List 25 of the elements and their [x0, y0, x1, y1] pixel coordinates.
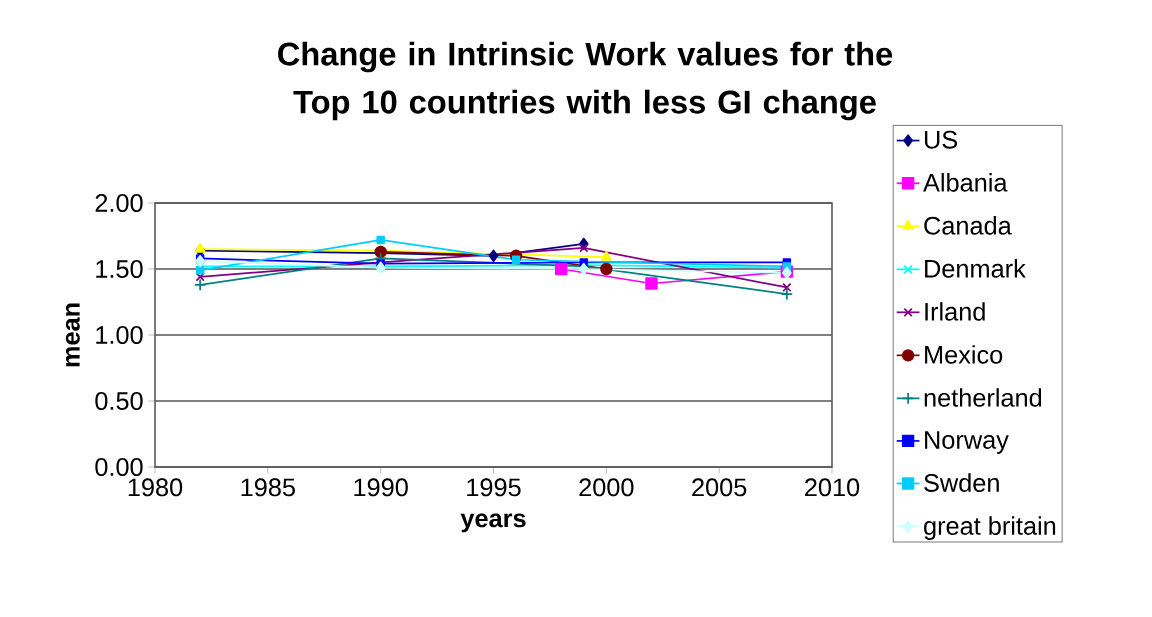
y-tick-label: 0.00 — [95, 458, 143, 476]
chart-title: Change in Intrinsic Work values for the Top 10 countries with less GI change — [278, 41, 893, 121]
x-tick-label: 1995 — [467, 478, 521, 497]
legend-label: netherland — [924, 388, 1042, 407]
legend-label: Albania — [923, 173, 1008, 192]
legend-label: Mexico — [925, 345, 1003, 364]
y-tick-label: 1.00 — [96, 326, 143, 344]
x-tick-label: 2000 — [579, 478, 634, 497]
legend-label: Swden — [924, 473, 999, 492]
legend-label: Irland — [925, 302, 985, 321]
y-tick-label: 1.50 — [96, 260, 143, 278]
x-axis-title: years — [460, 513, 526, 533]
x-tick-label: 2005 — [692, 478, 747, 497]
legend-label: US — [924, 130, 958, 149]
legend-label: Canada — [924, 216, 1012, 235]
y-axis-title: mean — [65, 303, 80, 367]
x-tick-label: 2010 — [805, 478, 860, 497]
y-tick-label: 0.50 — [95, 392, 143, 410]
x-tick-label: 1990 — [354, 478, 408, 497]
x-tick-label: 1985 — [241, 478, 295, 497]
legend-label: Denmark — [925, 259, 1026, 278]
legend-label: great britain — [924, 516, 1056, 540]
x-tick-label: 1980 — [128, 478, 183, 497]
legend-label: Norway — [925, 431, 1009, 454]
y-tick-label: 2.00 — [95, 194, 143, 212]
